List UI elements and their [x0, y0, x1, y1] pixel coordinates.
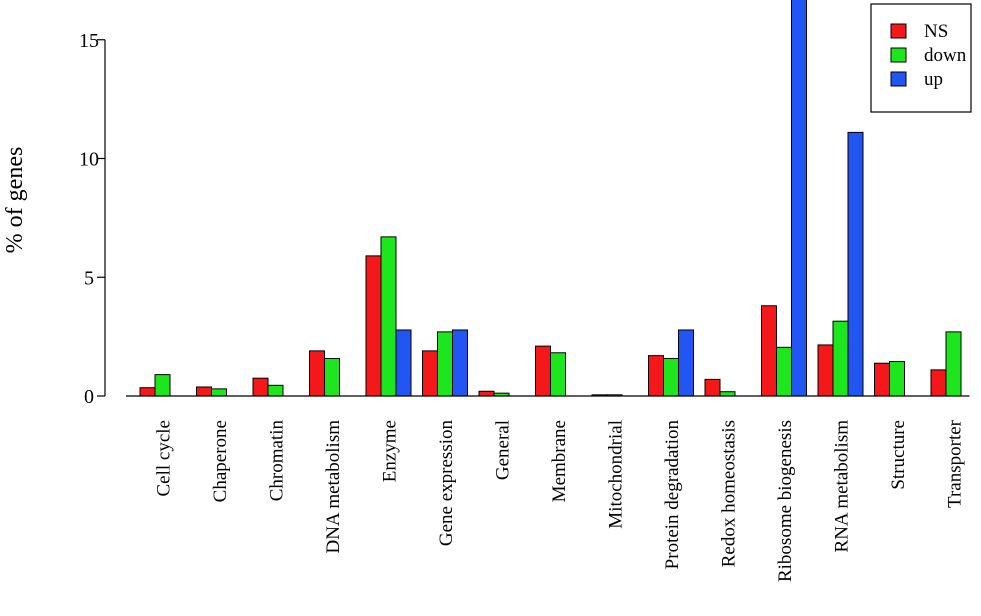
bar-down	[776, 346, 792, 397]
bar-up	[395, 329, 412, 397]
legend: NS down up	[870, 3, 972, 113]
bar-up	[847, 131, 864, 397]
bar-down	[832, 320, 849, 397]
bar-down	[324, 357, 340, 397]
category-label: Protein degradation	[662, 420, 683, 570]
legend-swatch-ns	[890, 23, 907, 39]
bar-down	[945, 331, 962, 397]
category-label: Transporter	[945, 419, 966, 508]
bar-down	[663, 357, 679, 397]
bar-up	[791, 0, 807, 397]
bar-up	[452, 329, 468, 397]
category-label: Structure	[888, 420, 909, 490]
category-label: RNA metabolism	[832, 420, 853, 553]
legend-swatch-down	[890, 47, 907, 63]
category-label: Cell cycle	[154, 420, 175, 497]
category-label: Gene expression	[436, 420, 457, 547]
bar-ns	[365, 255, 382, 397]
bar-down	[154, 374, 171, 397]
bar-ns	[648, 355, 664, 397]
bar-ns	[196, 386, 212, 397]
legend-label: down	[924, 45, 967, 66]
legend-label: up	[924, 69, 943, 90]
bar-up	[678, 329, 694, 397]
bars	[139, 0, 962, 397]
bar-down	[719, 391, 736, 397]
category-label: Membrane	[549, 420, 570, 502]
bar-ns	[422, 350, 438, 397]
bar-ns	[874, 362, 890, 397]
y-tick-label: 15	[79, 30, 99, 52]
category-label: Enzyme	[380, 420, 401, 482]
category-label: Mitochondrial	[606, 420, 627, 529]
category-label: General	[493, 420, 514, 480]
bar-ns	[252, 377, 269, 397]
category-label: Redox homeostasis	[719, 420, 740, 567]
category-label: Chromatin	[267, 420, 288, 502]
y-tick-label: 10	[79, 149, 99, 171]
y-axis: 0 5 10 15	[79, 30, 106, 408]
bar-ns	[535, 345, 551, 397]
bar-ns	[761, 305, 777, 397]
category-label: Ribosome biogenesis	[775, 420, 796, 582]
y-axis-label: % of genes	[2, 147, 28, 254]
legend-box	[870, 3, 972, 113]
category-label: Chaperone	[210, 420, 231, 502]
legend-label: NS	[924, 21, 948, 42]
bar-ns	[309, 350, 325, 397]
bar-down	[211, 388, 227, 397]
y-tick-label: 0	[84, 386, 94, 408]
bar-ns	[139, 387, 156, 397]
bar-ns	[478, 390, 495, 397]
bar-down	[889, 361, 905, 397]
bar-down	[437, 331, 453, 397]
bar-down	[380, 236, 397, 397]
legend-swatch-up	[890, 71, 907, 87]
bar-ns	[817, 344, 834, 397]
bar-ns	[930, 369, 947, 397]
bar-ns	[704, 378, 721, 397]
y-tick-label: 5	[84, 267, 94, 289]
bar-down	[267, 384, 284, 397]
category-label: DNA metabolism	[323, 420, 344, 554]
category-labels: Cell cycle Chaperone Chromatin DNA metaboli…	[154, 419, 966, 582]
bar-down	[550, 352, 566, 397]
